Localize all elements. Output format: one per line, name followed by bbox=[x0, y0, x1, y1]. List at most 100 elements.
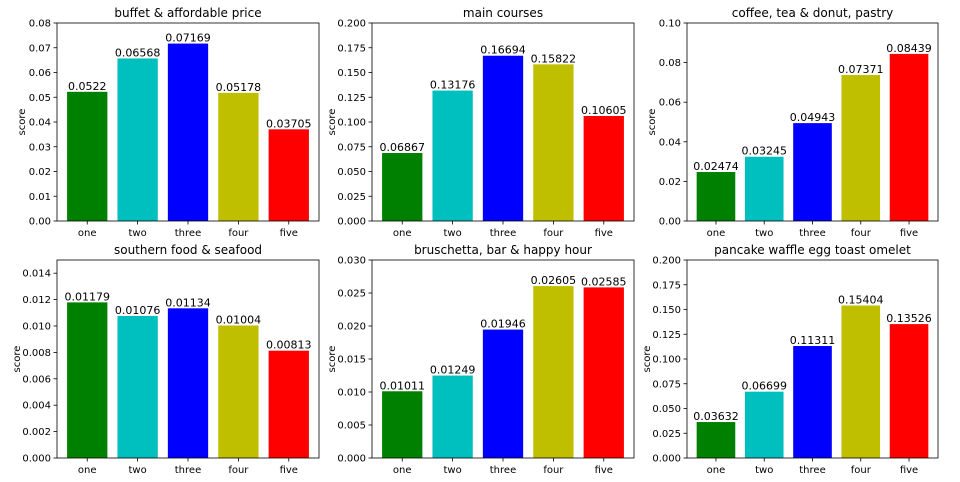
bar-four bbox=[218, 325, 259, 458]
bar-value-label: 0.01946 bbox=[480, 318, 526, 331]
axes-frame bbox=[686, 22, 939, 222]
y-tick-label: 0.000 bbox=[337, 217, 366, 228]
x-tick-label: five bbox=[900, 465, 918, 476]
y-tick-label: 0.000 bbox=[337, 454, 366, 465]
bar-value-label: 0.15822 bbox=[531, 52, 577, 65]
bar-three bbox=[482, 55, 524, 221]
bar-four bbox=[533, 64, 574, 221]
y-tick-label: 0.06 bbox=[659, 98, 681, 109]
bar-four bbox=[218, 92, 259, 221]
y-tick-label: 0.025 bbox=[337, 192, 366, 203]
bar-two bbox=[117, 315, 158, 458]
bar-three bbox=[167, 43, 209, 222]
x-tick-label: one bbox=[393, 465, 412, 476]
x-tick-label: three bbox=[175, 228, 201, 239]
bar-one bbox=[382, 391, 423, 458]
y-tick-label: 0.100 bbox=[337, 118, 366, 129]
bar-value-label: 0.02605 bbox=[531, 274, 577, 287]
x-tick-label: four bbox=[228, 228, 249, 239]
bar-one bbox=[67, 302, 108, 458]
bar-five bbox=[583, 116, 624, 221]
y-tick-label: 0.020 bbox=[337, 322, 366, 333]
chart-title: buffet & affordable price bbox=[114, 6, 261, 20]
chart-title: southern food & seafood bbox=[114, 243, 262, 257]
x-tick-label: five bbox=[900, 228, 918, 239]
x-tick-label: two bbox=[444, 228, 462, 239]
y-tick-label: 0.050 bbox=[652, 404, 681, 415]
axes-frame bbox=[56, 259, 320, 459]
y-tick-label: 0.050 bbox=[337, 167, 366, 178]
bar-value-label: 0.01179 bbox=[64, 290, 110, 303]
bar-two bbox=[432, 375, 473, 458]
y-tick-label: 0.012 bbox=[22, 295, 51, 306]
chart-title: pancake waffle egg toast omelet bbox=[714, 243, 911, 257]
y-tick-label: 0.10 bbox=[659, 19, 681, 30]
y-tick-label: 0.100 bbox=[652, 355, 681, 366]
x-tick-label: four bbox=[851, 228, 872, 239]
bar-value-label: 0.16694 bbox=[480, 44, 526, 57]
y-tick-label: 0.030 bbox=[337, 256, 366, 267]
bar-value-label: 0.10605 bbox=[581, 104, 627, 117]
axes-frame bbox=[371, 259, 635, 459]
x-tick-label: two bbox=[755, 228, 773, 239]
y-tick-label: 0.200 bbox=[337, 19, 366, 30]
y-tick-label: 0.06 bbox=[29, 68, 51, 79]
bar-two bbox=[117, 58, 158, 221]
y-axis-label: score bbox=[327, 346, 338, 373]
x-tick-label: four bbox=[851, 465, 872, 476]
y-tick-label: 0.002 bbox=[22, 427, 51, 438]
bar-value-label: 0.06699 bbox=[741, 380, 787, 393]
bar-value-label: 0.03705 bbox=[266, 117, 312, 130]
y-axis-label: score bbox=[12, 346, 23, 373]
axes-frame bbox=[686, 259, 939, 459]
y-tick-label: 0.08 bbox=[29, 19, 51, 30]
chart-panel-5: 0.01011 0.01249 0.01946 0.02605 0.02585 0.000… bbox=[327, 243, 635, 476]
bar-value-label: 0.06568 bbox=[115, 46, 161, 59]
x-tick-label: two bbox=[444, 465, 462, 476]
bar-value-label: 0.01004 bbox=[216, 313, 262, 326]
y-tick-label: 0.006 bbox=[22, 374, 51, 385]
bar-four bbox=[841, 305, 881, 458]
y-tick-label: 0.08 bbox=[659, 58, 681, 69]
bar-value-label: 0.01134 bbox=[165, 296, 211, 309]
x-tick-label: five bbox=[280, 465, 298, 476]
x-tick-label: one bbox=[393, 228, 412, 239]
x-tick-label: three bbox=[799, 228, 825, 239]
bar-two bbox=[744, 156, 784, 221]
y-tick-label: 0.03 bbox=[29, 142, 51, 153]
bar-value-label: 0.01011 bbox=[379, 379, 425, 392]
bar-three bbox=[793, 123, 832, 221]
y-tick-label: 0.075 bbox=[337, 142, 366, 153]
bar-four bbox=[841, 75, 881, 221]
y-tick-label: 0.150 bbox=[337, 68, 366, 79]
axes-frame bbox=[56, 22, 320, 222]
x-tick-label: four bbox=[543, 465, 564, 476]
y-tick-label: 0.008 bbox=[22, 348, 51, 359]
bar-value-label: 0.01076 bbox=[115, 304, 161, 317]
y-axis-label: score bbox=[647, 109, 658, 136]
y-tick-label: 0.014 bbox=[22, 269, 51, 280]
bar-value-label: 0.07371 bbox=[838, 63, 884, 76]
y-axis-label: score bbox=[327, 109, 338, 136]
bar-value-label: 0.02585 bbox=[581, 275, 627, 288]
bar-value-label: 0.07169 bbox=[165, 32, 211, 45]
x-tick-label: four bbox=[228, 465, 249, 476]
x-tick-label: one bbox=[78, 465, 97, 476]
bar-one bbox=[696, 422, 736, 458]
y-tick-label: 0.02 bbox=[659, 177, 681, 188]
chart-title: main courses bbox=[463, 6, 543, 20]
bar-five bbox=[268, 350, 309, 458]
y-tick-label: 0.075 bbox=[652, 379, 681, 390]
bar-five bbox=[889, 324, 929, 458]
bar-value-label: 0.08439 bbox=[886, 42, 932, 55]
y-tick-label: 0.01 bbox=[29, 192, 51, 203]
bar-value-label: 0.01249 bbox=[430, 364, 476, 377]
bar-four bbox=[533, 286, 574, 458]
x-tick-label: one bbox=[707, 228, 726, 239]
x-tick-label: one bbox=[78, 228, 97, 239]
bar-one bbox=[382, 153, 423, 221]
y-tick-label: 0.004 bbox=[22, 401, 51, 412]
